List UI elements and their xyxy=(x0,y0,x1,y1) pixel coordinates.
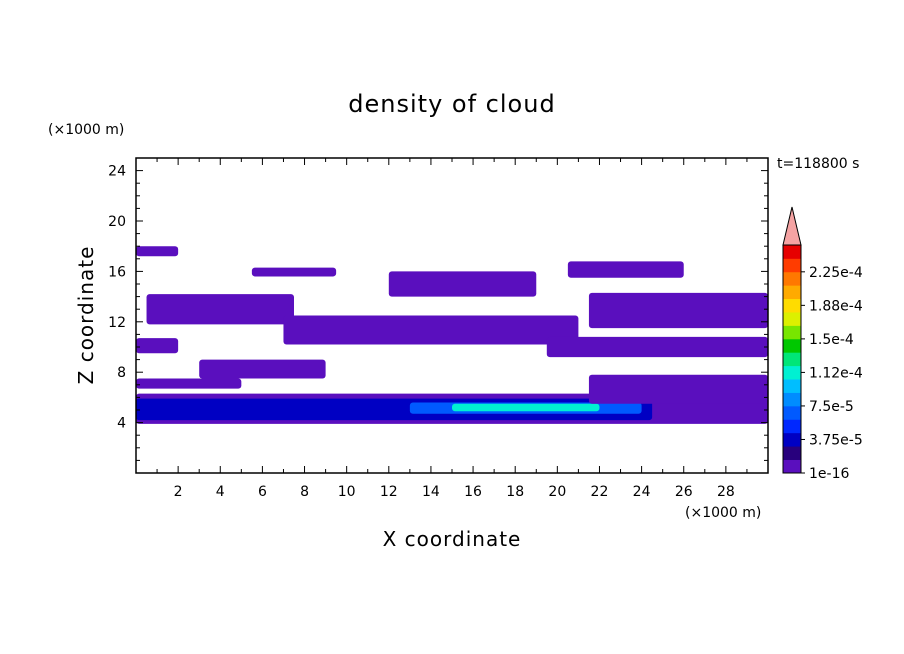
colorbar-swatch xyxy=(783,352,801,367)
x-unit-label: (×1000 m) xyxy=(685,505,761,521)
cloud-region xyxy=(283,315,579,345)
colorbar-label: 1.12e-4 xyxy=(809,365,863,381)
colorbar-swatch xyxy=(783,365,801,380)
x-tick-label: 28 xyxy=(717,484,735,500)
y-unit-label: (×1000 m) xyxy=(48,122,124,138)
x-tick-label: 6 xyxy=(258,484,267,500)
x-tick-label: 26 xyxy=(675,484,693,500)
colorbar-swatch xyxy=(783,459,801,474)
cloud-region xyxy=(199,359,326,379)
cloud-layers xyxy=(136,246,768,424)
x-tick-label: 18 xyxy=(506,484,524,500)
plot-frame xyxy=(135,157,769,474)
cloud-region xyxy=(588,292,768,329)
colorbar-label: 7.5e-5 xyxy=(809,399,854,415)
colorbar-labels: 1e-16 3.75e-5 7.5e-5 1.12e-4 1.5e-4 1.88e-4 2.… xyxy=(801,265,863,482)
colorbar-swatch xyxy=(783,285,801,300)
colorbar-overflow-arrow xyxy=(782,206,802,246)
colorbar xyxy=(782,206,802,474)
colorbar-swatch xyxy=(783,379,801,393)
colorbar-swatch xyxy=(783,325,801,340)
cloud-region xyxy=(588,374,768,404)
colorbar-swatch xyxy=(783,405,801,420)
colorbar-swatch xyxy=(783,271,801,286)
colorbar-swatch xyxy=(783,245,801,259)
cloud-region xyxy=(251,267,337,277)
y-tick-label: 12 xyxy=(108,315,126,331)
y-tick-label: 20 xyxy=(108,214,126,230)
cloud-region xyxy=(567,261,684,278)
cloud-region xyxy=(136,378,242,389)
time-label: t=118800 s xyxy=(777,156,859,172)
x-tick-label: 14 xyxy=(422,484,440,500)
cloud-region xyxy=(546,336,768,358)
y-axis-title: Z coordinate xyxy=(74,246,98,385)
cloud-region xyxy=(136,338,179,354)
colorbar-swatch xyxy=(783,312,801,326)
x-axis-title: X coordinate xyxy=(383,527,522,551)
colorbar-swatch xyxy=(783,298,801,313)
colorbar-swatch xyxy=(783,258,801,273)
cloud-region xyxy=(146,294,294,325)
colorbar-label: 1.5e-4 xyxy=(809,332,854,348)
colorbar-swatch xyxy=(783,338,801,353)
x-tick-label: 20 xyxy=(548,484,566,500)
x-tick-label: 24 xyxy=(633,484,651,500)
y-tick-label: 8 xyxy=(117,365,126,381)
colorbar-label: 2.25e-4 xyxy=(809,265,863,281)
colorbar-swatch xyxy=(783,392,801,407)
x-tick-label: 4 xyxy=(216,484,225,500)
x-tick-label: 16 xyxy=(464,484,482,500)
cloud-region xyxy=(136,246,179,257)
colorbar-label: 1.88e-4 xyxy=(809,298,863,314)
colorbar-swatch xyxy=(783,432,801,447)
x-axis-ticks: 2 4 6 8 10 12 14 16 18 20 22 24 26 28 xyxy=(135,158,769,500)
colorbar-label: 1e-16 xyxy=(809,466,849,482)
y-tick-label: 24 xyxy=(108,164,126,180)
colorbar-swatch xyxy=(783,446,801,460)
x-tick-label: 10 xyxy=(338,484,356,500)
colorbar-swatch xyxy=(783,419,801,434)
x-tick-label: 8 xyxy=(300,484,309,500)
x-tick-label: 22 xyxy=(591,484,609,500)
x-tick-label: 2 xyxy=(174,484,183,500)
colorbar-frame xyxy=(782,244,802,474)
cloud-region xyxy=(388,271,537,297)
cloud-region xyxy=(452,403,600,412)
colorbar-label: 3.75e-5 xyxy=(809,432,863,448)
x-tick-label: 12 xyxy=(380,484,398,500)
chart-title: density of cloud xyxy=(348,90,555,118)
y-tick-label: 4 xyxy=(117,416,126,432)
y-tick-label: 16 xyxy=(108,264,126,280)
